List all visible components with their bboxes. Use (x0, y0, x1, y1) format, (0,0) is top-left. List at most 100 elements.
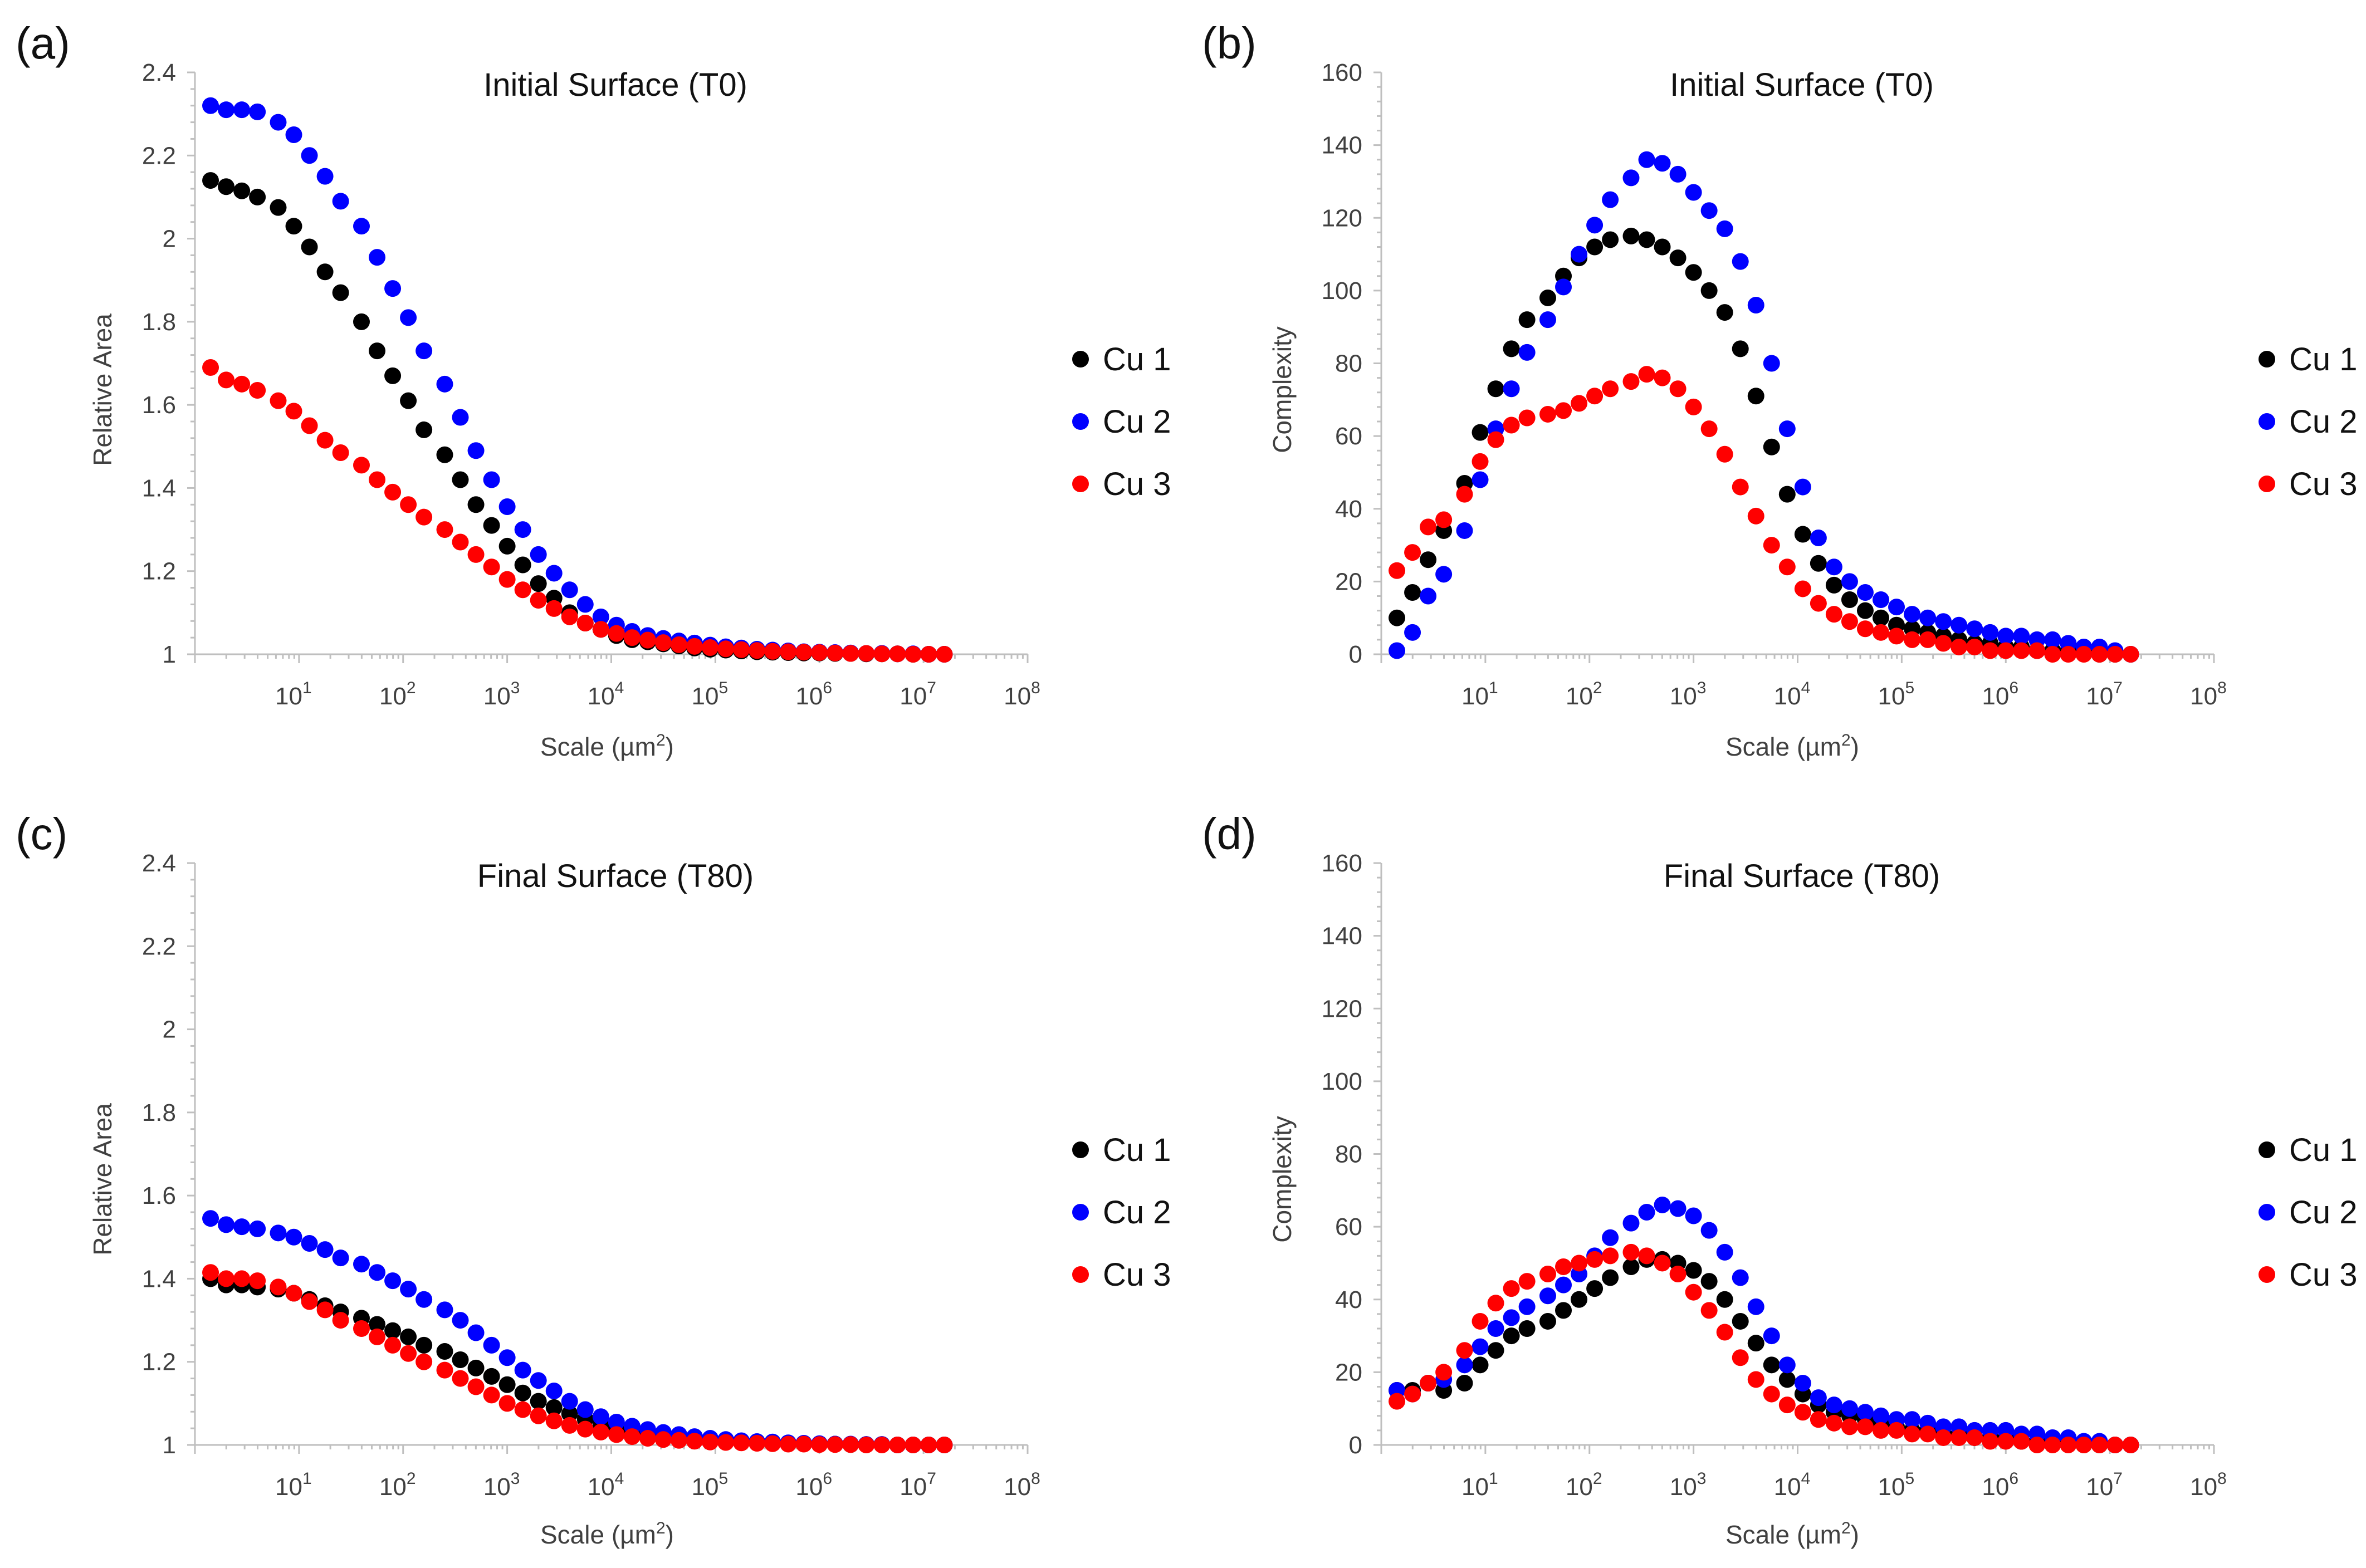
data-point-d-series-3 (1951, 1429, 1968, 1446)
data-point-b-series-3 (2013, 642, 2030, 659)
x-tick-exponent-a: 5 (719, 679, 729, 697)
legend-marker-b-1 (2259, 351, 2275, 367)
data-point-a-series-3 (905, 646, 922, 663)
data-point-b-series-2 (1904, 606, 1921, 623)
data-point-a-series-3 (218, 371, 235, 389)
y-tick-label-d: 20 (1335, 1359, 1362, 1386)
data-point-a-series-3 (369, 471, 386, 488)
data-point-d-series-2 (1602, 1229, 1619, 1246)
data-point-d-series-1 (1472, 1356, 1489, 1374)
data-point-b-series-2 (1778, 420, 1796, 438)
data-point-b-series-1 (1794, 526, 1811, 543)
x-axis-label-a: Scale (µm2) (540, 731, 674, 761)
x-tick-exponent-c: 1 (302, 1469, 312, 1488)
chart-title-c: Final Surface (T80) (477, 858, 754, 894)
x-tick-base-a: 10 (275, 683, 302, 710)
data-point-a-series-2 (218, 101, 235, 119)
x-tick-base-d: 10 (1670, 1473, 1697, 1501)
data-point-c-series-2 (561, 1393, 578, 1410)
data-point-a-series-2 (369, 249, 386, 266)
data-point-a-series-1 (202, 172, 219, 189)
legend-b: Cu 1 Cu 2 Cu 3 (2259, 341, 2358, 502)
data-point-b-series-3 (1966, 638, 1983, 655)
data-point-d-series-3 (1997, 1433, 2015, 1450)
data-point-b-series-3 (1472, 453, 1489, 470)
data-point-c-series-3 (202, 1264, 219, 1281)
data-point-b-series-2 (1888, 599, 1905, 616)
y-tick-label-a: 2 (163, 226, 176, 253)
y-tick-label-d: 140 (1322, 923, 1362, 950)
data-point-c-series-3 (795, 1435, 813, 1453)
x-tick-label-a: 103 (483, 679, 520, 710)
data-point-a-series-3 (467, 546, 485, 563)
data-point-b-series-1 (1420, 551, 1437, 569)
data-point-a-series-2 (483, 471, 500, 488)
data-point-d-series-3 (1420, 1374, 1437, 1391)
data-point-d-series-2 (1472, 1338, 1489, 1355)
data-point-d-series-3 (2060, 1437, 2077, 1453)
data-point-d-series-2 (1873, 1407, 1889, 1424)
x-tick-base-c: 10 (379, 1473, 407, 1501)
data-point-d-series-3 (1518, 1273, 1536, 1290)
data-point-b-series-3 (1935, 635, 1952, 652)
data-point-d-series-3 (1555, 1258, 1572, 1275)
data-point-a-series-3 (483, 558, 500, 576)
x-axis-label-main-d: Scale (µm (1725, 1520, 1841, 1549)
data-point-c-series-3 (639, 1430, 656, 1447)
data-point-d-series-3 (1919, 1425, 1937, 1443)
x-tick-exponent-a: 4 (615, 679, 624, 697)
data-point-b-series-3 (1825, 606, 1842, 623)
data-point-b-series-2 (1435, 566, 1453, 583)
x-tick-base-c: 10 (795, 1473, 823, 1501)
x-tick-exponent-c: 6 (823, 1469, 832, 1488)
data-point-a-series-1 (233, 182, 251, 199)
data-point-c-series-2 (270, 1224, 287, 1242)
data-point-c-series-3 (780, 1435, 797, 1453)
y-tick-label-c: 2.4 (142, 850, 176, 877)
x-tick-exponent-d: 6 (2009, 1469, 2018, 1488)
data-point-a-series-1 (249, 188, 266, 205)
x-tick-base-b: 10 (2190, 683, 2217, 710)
data-point-c-series-2 (576, 1401, 594, 1418)
y-tick-label-b: 100 (1322, 277, 1362, 305)
x-tick-label-b: 108 (2190, 679, 2227, 710)
data-point-d-series-3 (1904, 1425, 1921, 1443)
data-points-d (1389, 1196, 2139, 1453)
data-point-d-series-1 (1763, 1356, 1780, 1374)
chart-title-a: Initial Surface (T0) (483, 67, 747, 103)
x-tick-exponent-a: 7 (927, 679, 936, 697)
data-point-a-series-3 (920, 646, 937, 663)
data-point-b-series-3 (2122, 646, 2139, 663)
data-point-b-series-3 (1503, 416, 1520, 434)
legend-marker-d-3 (2259, 1266, 2275, 1283)
data-point-d-series-3 (1873, 1422, 1889, 1439)
data-point-c-series-3 (920, 1437, 937, 1453)
data-point-a-series-2 (561, 581, 578, 599)
data-point-a-series-3 (202, 359, 219, 376)
data-point-b-series-1 (1654, 238, 1671, 256)
x-tick-label-a: 106 (795, 679, 832, 710)
data-point-b-series-2 (1622, 169, 1640, 187)
x-tick-label-b: 101 (1461, 679, 1498, 710)
x-tick-exponent-d: 1 (1489, 1469, 1498, 1488)
data-point-c-series-1 (400, 1328, 417, 1345)
legend-marker-b-3 (2259, 476, 2275, 492)
data-point-d-series-1 (1700, 1273, 1718, 1290)
data-point-c-series-3 (369, 1328, 386, 1345)
x-axis-label-b: Scale (µm2) (1725, 731, 1859, 761)
legend-label-b-1: Cu 1 (2289, 341, 2358, 378)
data-point-c-series-2 (285, 1228, 302, 1246)
data-point-d-series-3 (1825, 1414, 1842, 1432)
x-tick-exponent-b: 7 (2113, 679, 2123, 697)
data-point-d-series-2 (1825, 1396, 1842, 1414)
data-point-c-series-2 (202, 1210, 219, 1227)
legend-marker-b-2 (2259, 413, 2275, 430)
data-point-a-series-1 (483, 517, 500, 534)
data-point-c-series-3 (764, 1435, 781, 1452)
data-point-c-series-1 (369, 1316, 386, 1333)
y-tick-label-a: 2.4 (142, 59, 176, 86)
data-point-d-series-3 (1763, 1385, 1780, 1403)
data-point-b-series-3 (1685, 398, 1702, 415)
